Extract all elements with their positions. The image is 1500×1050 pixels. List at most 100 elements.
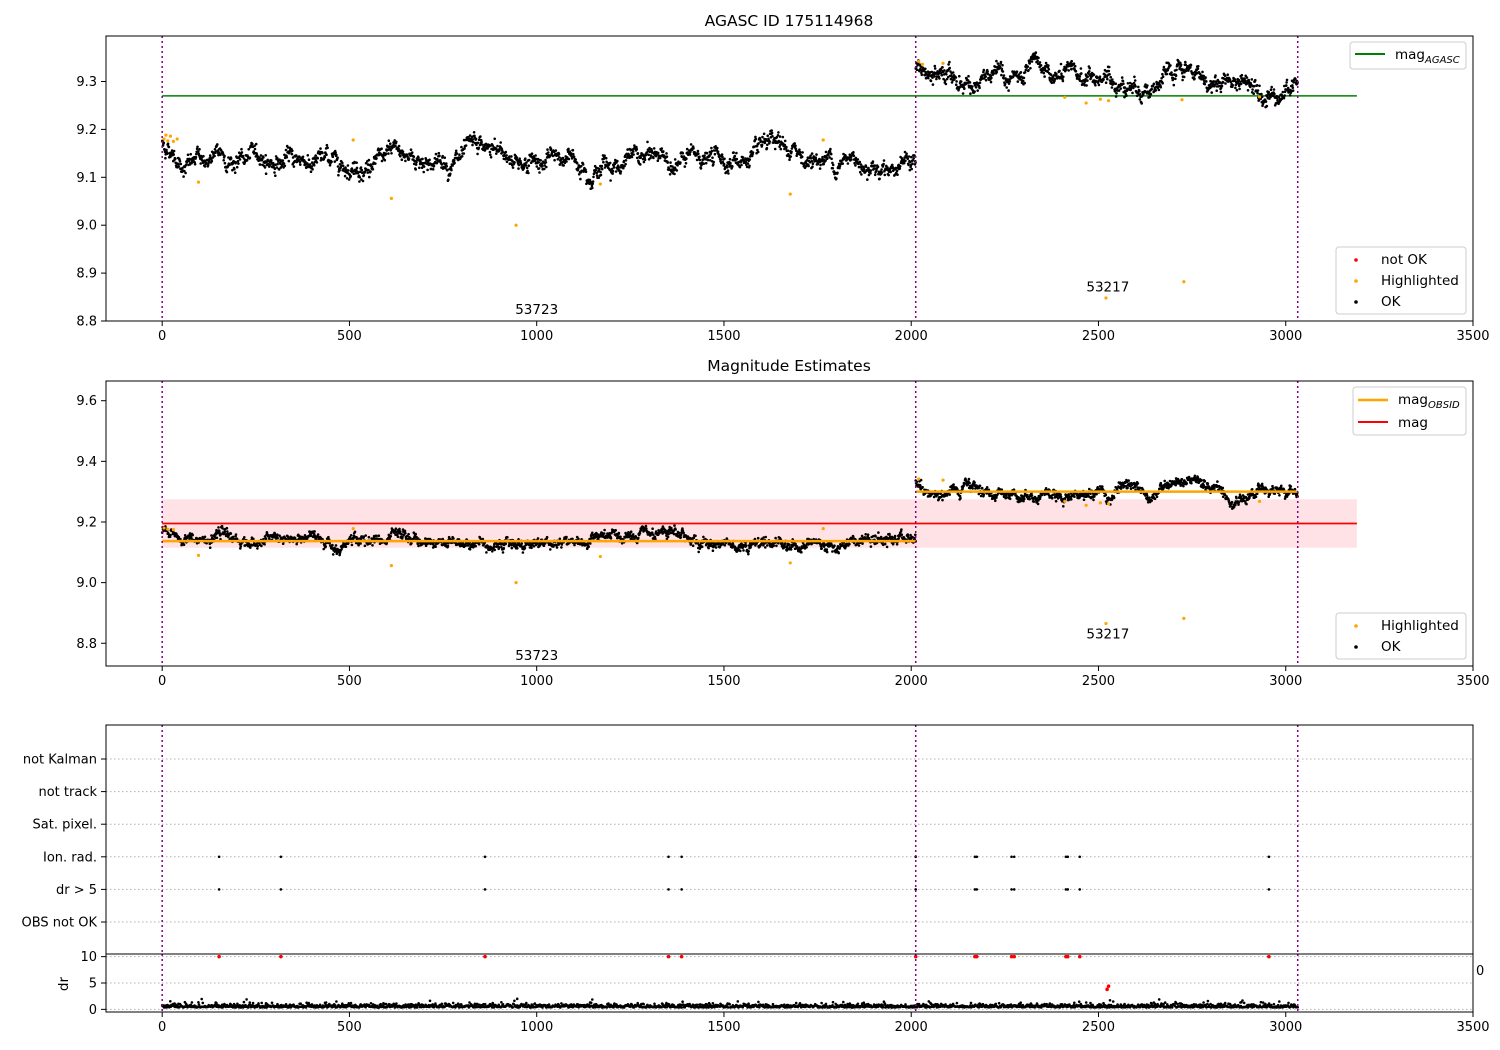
panel1-ok-point	[712, 160, 715, 164]
panel1-ok-point	[356, 171, 360, 174]
panel1-ok-point	[345, 177, 349, 180]
panel1-highlighted-point	[598, 182, 602, 186]
panel2-ok-point	[932, 495, 936, 499]
panel1-ok-point	[524, 164, 528, 167]
panel1-ok-point	[338, 169, 341, 172]
panel1-ok-point	[702, 162, 706, 165]
panel1-ok-point	[491, 144, 495, 147]
panel1-ok-point	[414, 163, 418, 166]
panel1-ok-point	[316, 156, 320, 160]
panel1-ok-point	[343, 174, 347, 178]
panel1-ok-point	[231, 168, 234, 172]
panel1-ok-point	[995, 59, 998, 63]
panel2-ok-point	[909, 533, 912, 537]
panel2-ok-point	[644, 524, 648, 528]
panel1-ok-point	[1078, 75, 1082, 78]
panel1-ok-point	[1002, 74, 1006, 77]
panel1-ok-point	[858, 170, 862, 174]
panel1-ok-point	[1104, 81, 1108, 84]
panel1-ok-point	[567, 147, 570, 151]
panel1-ok-point	[565, 160, 568, 163]
panel1-ok-point	[735, 157, 739, 161]
panel1-ok-point	[1180, 71, 1184, 75]
panel1-ok-point	[695, 158, 699, 162]
panel1-ok-point	[1182, 75, 1186, 79]
panel1-ok-point	[1170, 71, 1173, 74]
panel2-ok-point	[374, 534, 378, 538]
panel1-ok-point	[844, 154, 847, 157]
panel1-ok-point	[264, 154, 268, 157]
panel1-ok-point	[827, 153, 830, 157]
panel1-ok-point	[311, 168, 314, 171]
panel1-ok-point	[308, 163, 312, 166]
panel1-ok-point	[618, 166, 621, 169]
panel1-ok-point	[1133, 75, 1136, 79]
panel2-ok-point	[848, 542, 851, 546]
panel1-ok-point	[1070, 59, 1073, 63]
panel1-ok-point	[1229, 80, 1233, 83]
panel1-ok-point	[562, 164, 565, 167]
panel1-ok-point	[447, 178, 450, 181]
panel1-ok-point	[880, 168, 883, 171]
panel1-ok-point	[866, 178, 869, 181]
panel2-ok-point	[674, 528, 677, 531]
panel1-ok-point	[425, 159, 429, 162]
panel1-ok-point	[710, 146, 713, 150]
panel1-ok-point	[608, 161, 612, 165]
panel2-ok-point	[256, 547, 259, 550]
panel2-ok-point	[914, 533, 917, 537]
panel2-ok-point	[637, 536, 640, 540]
panel1-ok-point	[990, 76, 993, 80]
panel1-ok-point	[527, 158, 531, 162]
panel1-ok-point	[824, 150, 828, 154]
panel1-ok-point	[1038, 61, 1042, 64]
panel1-ok-point	[434, 152, 438, 156]
legend-marker-not-ok	[1354, 258, 1358, 262]
panel1-ok-point	[511, 166, 515, 169]
panel2-ok-point	[359, 542, 362, 545]
panel1-ok-point	[731, 165, 734, 168]
panel1-ok-point	[1034, 51, 1038, 54]
panel1-ok-point	[204, 161, 208, 165]
panel1-ok-point	[798, 148, 801, 151]
panel1-ok-point	[1122, 82, 1125, 85]
panel1-ok-point	[1067, 69, 1070, 72]
panel1-ok-point	[451, 164, 454, 167]
panel2-ok-point	[602, 532, 606, 535]
panel1-ok-point	[510, 155, 513, 158]
panel1-ok-point	[1231, 83, 1234, 87]
panel2-ok-point	[861, 542, 864, 545]
panel1-ok-point	[584, 168, 587, 171]
panel1-ok-point	[933, 64, 937, 68]
panel1-ok-point	[978, 81, 982, 84]
panel2-ok-point	[866, 533, 870, 536]
panel2-ok-point	[629, 530, 633, 533]
panel1-ok-point	[824, 159, 827, 162]
legend-label-not-ok: not OK	[1381, 252, 1428, 268]
panel1-ok-point	[543, 167, 546, 171]
panel1-ok-point	[738, 165, 742, 169]
panel1-ok-point	[1285, 78, 1289, 82]
panel1-ok-point	[254, 142, 258, 146]
panel1-ok-point	[440, 163, 444, 166]
panel1-ok-point	[375, 157, 378, 160]
panel1-ok-point	[728, 157, 732, 161]
panel1-ok-point	[873, 164, 877, 167]
panel1-ok-point	[1254, 78, 1257, 82]
panel1-ok-point	[624, 162, 627, 166]
panel2-ok-point	[956, 488, 959, 491]
panel2-ok-point	[468, 548, 472, 551]
panel2-ok-point	[357, 543, 360, 547]
panel1-ok-point	[600, 164, 604, 168]
panel1-ok-point	[611, 169, 615, 173]
panel1-highlighted-point	[941, 61, 945, 65]
panel1-ok-point	[259, 154, 263, 157]
panel1-ok-point	[284, 148, 288, 152]
panel2-ok-point	[941, 498, 944, 502]
panel1-ok-point	[270, 159, 273, 162]
panel1-ok-point	[846, 162, 850, 165]
panel1-ok-point	[1107, 69, 1111, 73]
panel2-ok-point	[603, 528, 606, 532]
panel1-ytick-label: 9.0	[76, 219, 97, 234]
